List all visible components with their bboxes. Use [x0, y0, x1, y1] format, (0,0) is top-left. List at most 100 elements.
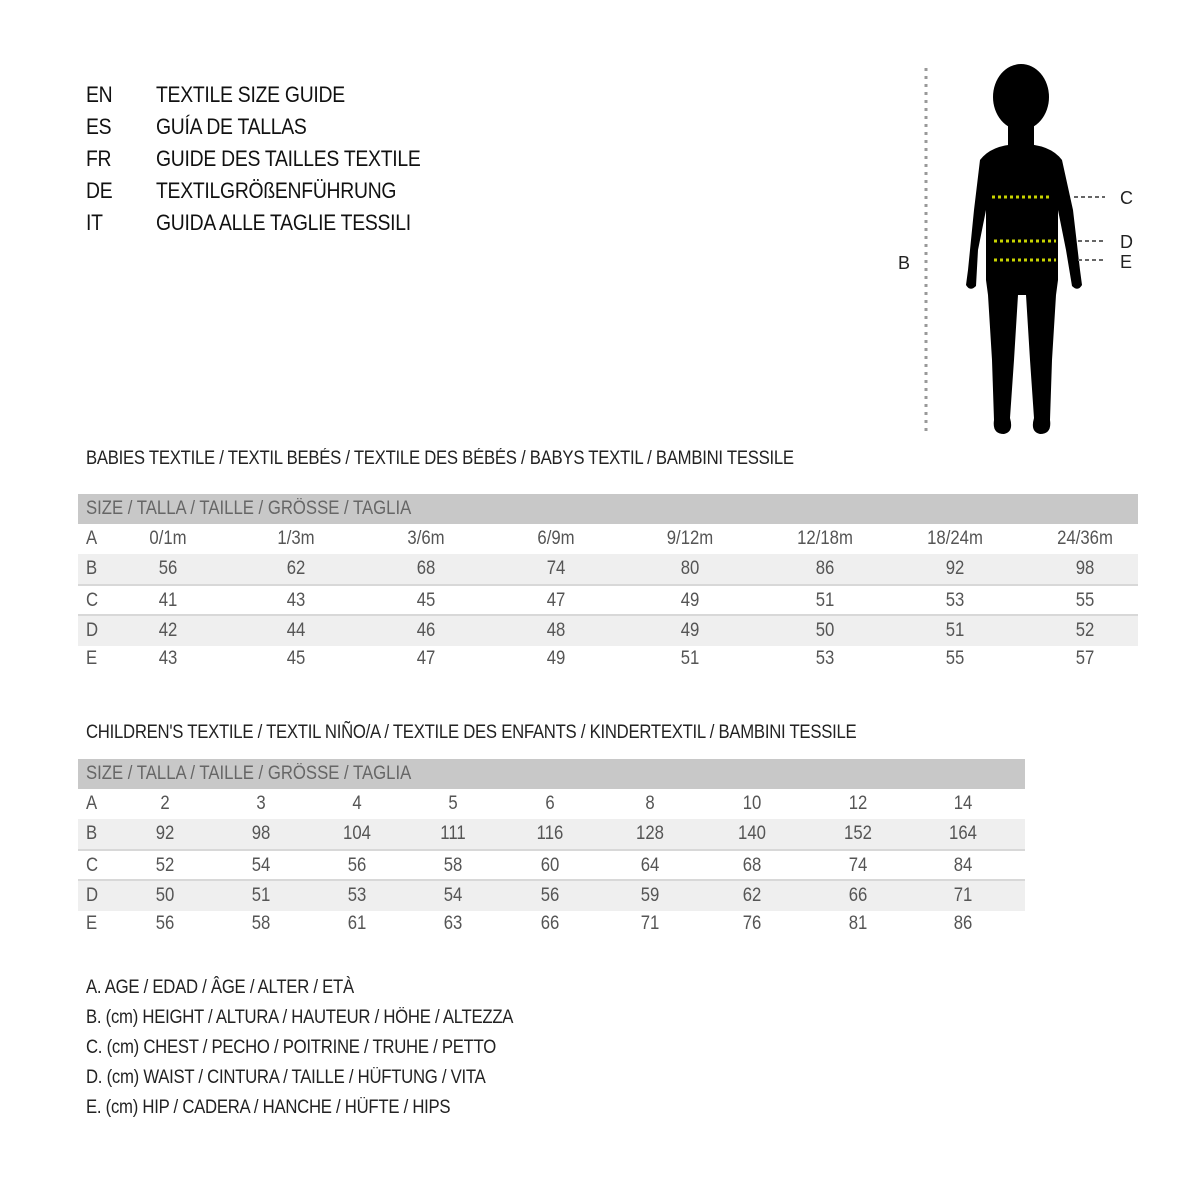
table-cell: 74 — [848, 855, 868, 876]
lang-code-es: ES — [86, 114, 112, 139]
lang-code-fr: FR — [86, 146, 112, 171]
row-label: B — [86, 558, 98, 579]
row-label: C — [86, 590, 99, 611]
title-en: TEXTILE SIZE GUIDE — [156, 82, 345, 107]
lang-code-en: EN — [86, 82, 113, 107]
size-header-label: SIZE / TALLA / TAILLE / GRÖSSE / TAGLIA — [86, 498, 412, 519]
row-label: A — [86, 793, 98, 814]
table-cell: 18/24m — [927, 528, 983, 549]
table-row-a: A 0/1m 1/3m 3/6m 6/9m 9/12m 12/18m 18/24m 24/36m — [78, 524, 1138, 554]
table-cell: 92 — [155, 823, 175, 844]
title-de: TEXTILGRÖßENFÜHRUNG — [156, 178, 397, 203]
row-label: E — [86, 648, 98, 669]
table-cell: 2 — [160, 793, 170, 814]
table-cell: 12/18m — [797, 528, 853, 549]
title-it: GUIDA ALLE TAGLIE TESSILI — [156, 210, 411, 235]
table-cell: 8 — [645, 793, 655, 814]
table-cell: 3/6m — [407, 528, 445, 549]
table-cell: 44 — [286, 620, 306, 641]
table-cell: 24/36m — [1057, 528, 1113, 549]
size-header-row: SIZE / TALLA / TAILLE / GRÖSSE / TAGLIA — [78, 494, 1138, 524]
table-cell: 128 — [636, 823, 664, 844]
table-cell: 60 — [540, 855, 560, 876]
table-cell: 14 — [953, 793, 973, 814]
table-cell: 4 — [352, 793, 362, 814]
table-cell: 80 — [680, 558, 700, 579]
table-cell: 71 — [953, 885, 973, 906]
table-row-d: D 50 51 53 54 56 59 62 66 71 — [78, 879, 1025, 911]
table-cell: 140 — [738, 823, 766, 844]
table-cell: 98 — [251, 823, 271, 844]
row-label: A — [86, 528, 98, 549]
legend-waist: D. (cm) WAIST / CINTURA / TAILLE / HÜFTU… — [86, 1067, 486, 1088]
label-e: E — [1120, 252, 1132, 272]
title-es: GUÍA DE TALLAS — [156, 114, 307, 139]
table-cell: 56 — [155, 913, 175, 934]
table-cell: 12 — [848, 793, 868, 814]
table-cell: 104 — [343, 823, 371, 844]
table-cell: 55 — [945, 648, 965, 669]
table-cell: 43 — [158, 648, 178, 669]
table-cell: 58 — [443, 855, 463, 876]
children-size-table: SIZE / TALLA / TAILLE / GRÖSSE / TAGLIA A… — [78, 759, 1025, 941]
table-row-b: B 92 98 104 111 116 128 140 152 164 — [78, 819, 1025, 849]
table-cell: 84 — [953, 855, 973, 876]
table-cell: 10 — [742, 793, 762, 814]
table-cell: 53 — [815, 648, 835, 669]
table-cell: 152 — [844, 823, 872, 844]
table-cell: 56 — [347, 855, 367, 876]
table-cell: 64 — [640, 855, 660, 876]
table-cell: 56 — [540, 885, 560, 906]
legend-hip: E. (cm) HIP / CADERA / HANCHE / HÜFTE / … — [86, 1097, 451, 1118]
table-cell: 71 — [640, 913, 660, 934]
table-cell: 54 — [443, 885, 463, 906]
table-cell: 6 — [545, 793, 555, 814]
table-cell: 53 — [347, 885, 367, 906]
table-cell: 46 — [416, 620, 436, 641]
table-cell: 66 — [540, 913, 560, 934]
table-cell: 47 — [546, 590, 566, 611]
legend-age: A. AGE / EDAD / ÂGE / ALTER / ETÀ — [86, 977, 354, 998]
table-cell: 3 — [256, 793, 266, 814]
table-cell: 41 — [158, 590, 178, 611]
child-silhouette-figure: B C D E — [898, 64, 1133, 434]
table-cell: 49 — [546, 648, 566, 669]
table-cell: 62 — [286, 558, 306, 579]
title-fr: GUIDE DES TAILLES TEXTILE — [156, 146, 421, 171]
table-cell: 92 — [945, 558, 965, 579]
table-cell: 52 — [155, 855, 175, 876]
table-cell: 57 — [1075, 648, 1095, 669]
table-cell: 86 — [953, 913, 973, 934]
table-cell: 68 — [416, 558, 436, 579]
table-cell: 54 — [251, 855, 271, 876]
table-cell: 49 — [680, 620, 700, 641]
table-cell: 58 — [251, 913, 271, 934]
table-row-a: A 2 3 4 5 6 8 10 12 14 — [78, 789, 1025, 819]
table-cell: 59 — [640, 885, 660, 906]
table-cell: 51 — [815, 590, 835, 611]
table-row-d: D 42 44 46 48 49 50 51 52 — [78, 614, 1138, 646]
table-cell: 9/12m — [666, 528, 714, 549]
label-c: C — [1120, 188, 1133, 208]
table-cell: 53 — [945, 590, 965, 611]
row-label: B — [86, 823, 98, 844]
babies-size-table: SIZE / TALLA / TAILLE / GRÖSSE / TAGLIA A… — [78, 494, 1138, 676]
row-label: E — [86, 913, 98, 934]
table-row-c: C 52 54 56 58 60 64 68 74 84 — [78, 849, 1025, 881]
table-cell: 63 — [443, 913, 463, 934]
table-row-e: E 56 58 61 63 66 71 76 81 86 — [78, 909, 1025, 939]
babies-section-title: BABIES TEXTILE / TEXTIL BEBÉS / TEXTILE … — [86, 448, 794, 469]
table-cell: 116 — [536, 823, 564, 844]
table-cell: 86 — [815, 558, 835, 579]
size-header-row: SIZE / TALLA / TAILLE / GRÖSSE / TAGLIA — [78, 759, 1025, 789]
table-cell: 50 — [155, 885, 175, 906]
lang-code-it: IT — [86, 210, 103, 235]
table-cell: 62 — [742, 885, 762, 906]
table-row-b: B 56 62 68 74 80 86 92 98 — [78, 554, 1138, 584]
table-row-c: C 41 43 45 47 49 51 53 55 — [78, 584, 1138, 616]
table-cell: 111 — [440, 823, 466, 844]
lang-code-de: DE — [86, 178, 113, 203]
table-cell: 56 — [158, 558, 178, 579]
table-row-e: E 43 45 47 49 51 53 55 57 — [78, 644, 1138, 674]
